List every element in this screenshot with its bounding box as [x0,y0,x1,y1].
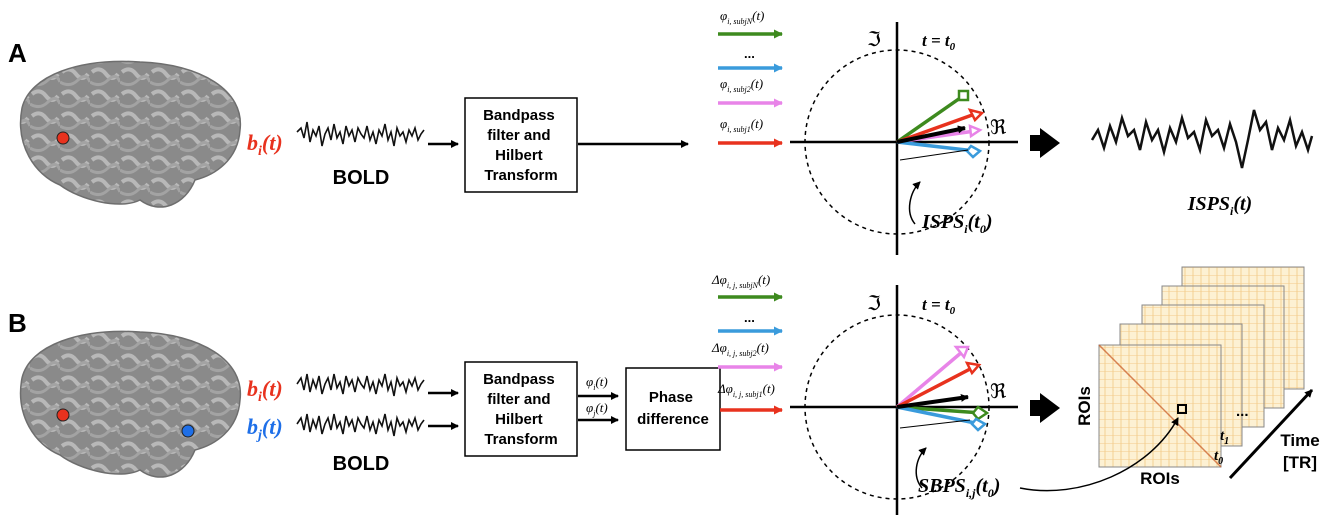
time-axis-arrow [1228,388,1314,480]
phase-label-subj2-a: φi, subj2(t) [720,76,763,94]
filter-box-b [464,361,578,457]
phase-difference-box-text: Phase difference [637,389,709,428]
vector-green-b [896,405,983,415]
time-label-b: t = t0 [922,295,956,317]
matrix-t0-label: t0 [1214,448,1223,467]
vector-green-a [895,94,965,144]
vector-head-green-a [957,89,970,102]
signal-label-bj-b: bj(t) [247,414,283,443]
rois-y-label: ROIs [1075,386,1094,426]
phase-label-subjN-a: φi, subjN(t) [720,8,764,26]
roi-marker-i [56,131,70,145]
roi-marker-i-b [56,408,70,422]
matrix-selected-cell [1177,404,1187,414]
brain-image-b [19,330,242,478]
sbps-measure-label: SBPSi,j(t0) [918,475,1000,500]
mean-vector-b [896,394,969,409]
vector-head-pink-a [968,124,983,139]
panel-a: A bi(t) BOLD Bandpass filter and Hilbert… [8,8,1314,255]
real-symbol-b: ℜ [990,381,1007,403]
isps-measure-label: ISPSi(t0) [921,211,992,236]
isps-output-signal [1090,109,1314,169]
rois-x-label: ROIs [1140,469,1180,488]
matrix-dots: ... [1236,403,1249,420]
vector-red-b [896,366,973,409]
vector-head-green-b [971,405,990,421]
phase-label-subjN-b: Δφi, j, subjN(t) [711,272,770,290]
connectivity-matrix-stack: t0 t1 ... ROIs ROIs Time [TR] [1075,266,1320,488]
phase-label-subj1-a: φi, subj1(t) [720,116,763,134]
vector-blue-b [896,405,981,426]
bold-signal-bi [296,373,425,397]
phi-i-label: φi(t) [586,374,608,392]
vector-pink-b [895,350,964,409]
signal-label-bi-b: bi(t) [247,376,283,405]
phase-label-dots-b: ... [744,310,755,325]
imag-symbol-a: ℑ [867,29,881,51]
big-arrow-a [1030,128,1060,158]
mean-vector-a [896,125,966,144]
measure-pointer-b [915,447,927,489]
tr-label: [TR] [1283,453,1317,472]
phase-difference-box [625,367,721,451]
phase-arrows-a: φi, subjN(t) ... φi, subj2(t) φi, subj1(… [718,8,783,148]
big-arrow-b [1030,393,1060,423]
bold-signal-bj [296,413,425,437]
unit-circle-a: ℑ ℜ t = t0 ISPSi(t0) [790,22,1018,255]
panel-letter-a: A [8,38,27,68]
phi-j-label: φj(t) [586,400,608,418]
panel-letter-b: B [8,308,27,338]
filter-box-a-text: Bandpass filter and Hilbert Transform [483,107,559,184]
vector-head-blue-a [965,144,983,159]
length-bracket-b [899,419,971,429]
bold-label-b: BOLD [333,453,390,475]
phase-label-dots-a: ... [744,46,755,61]
filter-box-a [464,97,578,193]
measure-to-matrix-arrow [1019,417,1179,492]
real-symbol-a: ℜ [990,117,1007,139]
measure-pointer-a [908,181,921,225]
isps-output-label: ISPSi(t) [1187,193,1252,218]
brain-image-a [19,60,242,208]
vector-blue-a [896,140,976,153]
unit-circle-b: ℑ ℜ t = t0 SBPSi,j(t0) [790,285,1018,515]
imag-symbol-b: ℑ [867,293,881,315]
time-label-a: t = t0 [922,31,956,53]
length-bracket-a [899,149,969,161]
vector-head-red-a [967,108,985,123]
matrix-t1-label: t1 [1220,428,1229,447]
matrix-diagonal [1098,344,1222,468]
vector-head-pink-b [953,345,970,360]
roi-marker-j-b [181,424,195,438]
phase-label-subj1-b: Δφi, j, subj1(t) [717,381,775,399]
panel-b: B bi(t) bj(t) BOLD Bandpass filter and H… [8,266,1320,515]
signal-label-bi: bi(t) [247,130,283,159]
phase-arrows-b: Δφi, j, subjN(t) ... Δφi, j, subj2(t) Δφ… [711,272,783,415]
filter-box-b-text: Bandpass filter and Hilbert Transform [483,371,559,448]
vector-head-blue-b [970,417,988,432]
bold-signal-a [296,121,425,147]
bold-label-a: BOLD [333,167,390,189]
phase-label-subj2-b: Δφi, j, subj2(t) [711,340,769,358]
vector-head-red-b [964,361,982,376]
time-label: Time [1280,431,1319,450]
